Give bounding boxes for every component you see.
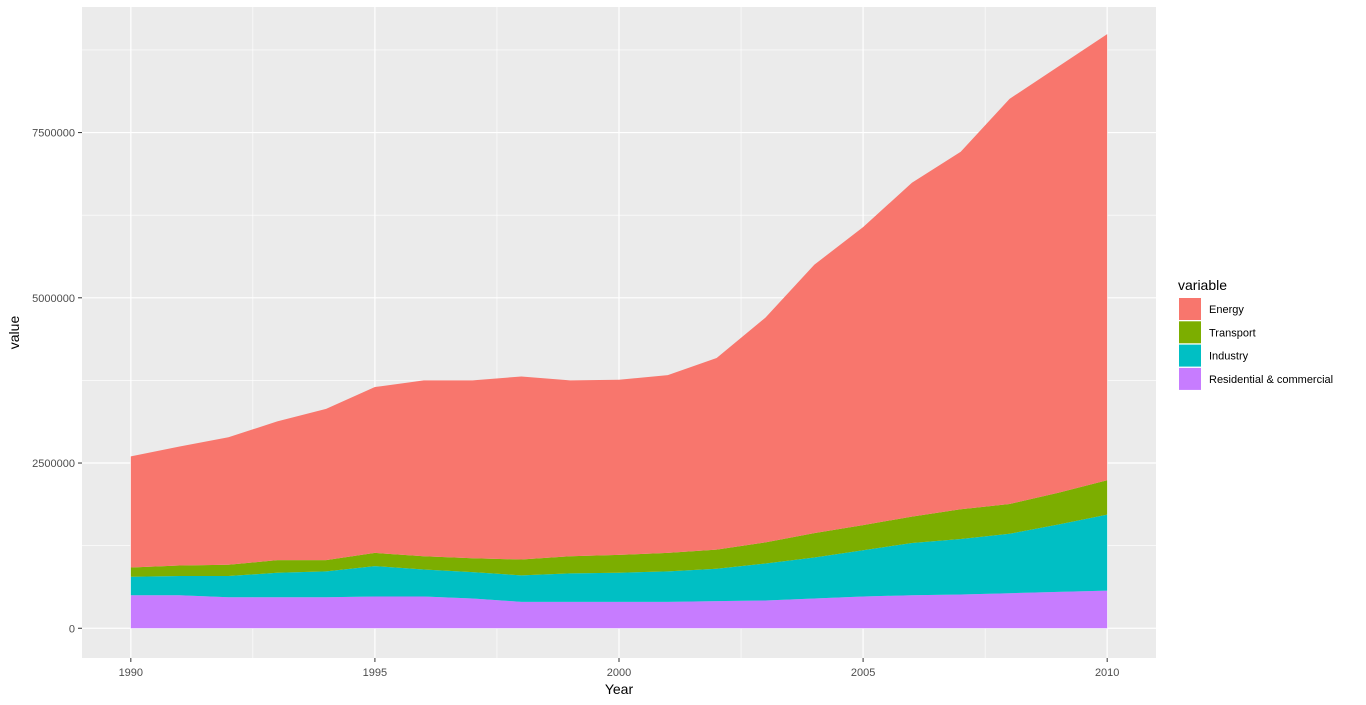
x-tick-label: 1995 <box>363 667 387 679</box>
legend-label-residential-commercial: Residential & commercial <box>1209 374 1333 386</box>
x-tick-label: 2010 <box>1095 667 1119 679</box>
area-industry <box>130 514 1108 602</box>
legend: variable Energy Transport Industry Resident… <box>1178 277 1333 390</box>
area-residential-commercial <box>130 590 1108 629</box>
y-tick-label: 2500000 <box>32 458 75 470</box>
legend-label-industry: Industry <box>1209 351 1249 363</box>
legend-label-transport: Transport <box>1209 327 1256 339</box>
area-energy <box>130 34 1108 568</box>
y-tick-label: 7500000 <box>32 128 75 140</box>
legend-key-transport <box>1179 321 1201 344</box>
y-tick-label: 0 <box>69 623 75 635</box>
x-tick-label: 2005 <box>851 667 875 679</box>
legend-key-industry <box>1179 344 1201 367</box>
x-axis-title: Year <box>605 681 634 697</box>
area-transport <box>130 480 1108 577</box>
axes: 1990 1995 2000 2005 2010 0 2500000 5000000 75000… <box>32 128 1119 679</box>
plot-area <box>82 7 1156 658</box>
legend-key-energy <box>1179 298 1201 320</box>
y-axis-title: value <box>6 316 22 350</box>
x-tick-label: 1990 <box>119 667 143 679</box>
x-tick-label: 2000 <box>607 667 631 679</box>
legend-key-residential-commercial <box>1179 367 1201 390</box>
legend-title: variable <box>1178 277 1227 293</box>
legend-label-energy: Energy <box>1209 304 1244 316</box>
y-tick-label: 5000000 <box>32 293 75 305</box>
